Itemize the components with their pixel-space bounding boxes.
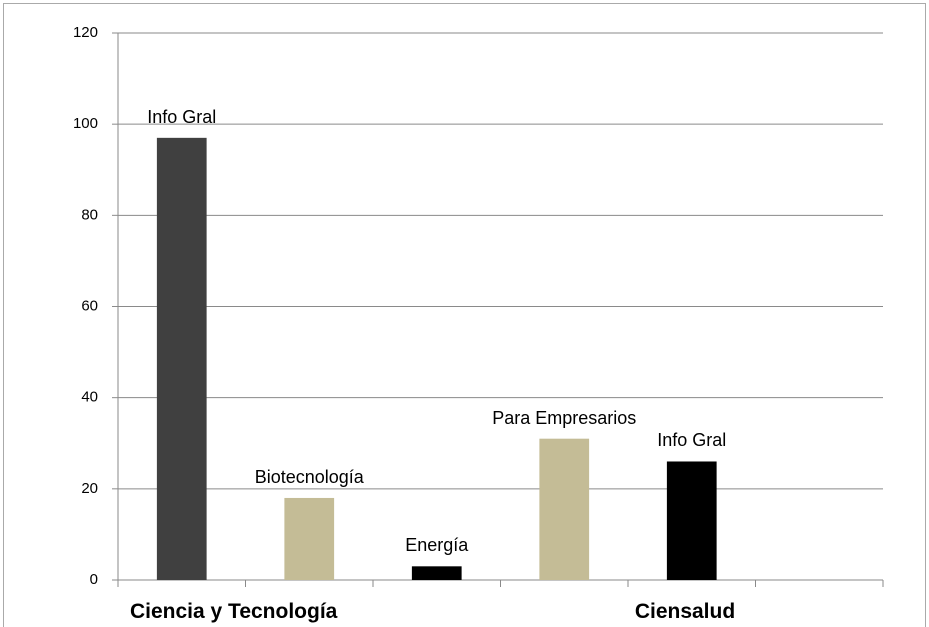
group-label: Ciencia y Tecnología bbox=[130, 600, 338, 623]
bar-label: Info Gral bbox=[147, 106, 217, 127]
bar-label: Info Gral bbox=[657, 430, 727, 451]
bar bbox=[284, 497, 335, 580]
bar bbox=[539, 438, 590, 580]
y-tick-label: 100 bbox=[73, 115, 98, 132]
bar-label: Biotecnología bbox=[254, 466, 364, 487]
y-tick-label: 60 bbox=[81, 297, 98, 314]
y-tick-label: 80 bbox=[81, 206, 98, 223]
y-tick-label: 20 bbox=[81, 480, 98, 497]
bar-label: Energía bbox=[405, 535, 469, 556]
group-label: Ciensalud bbox=[634, 600, 736, 623]
y-tick-label: 40 bbox=[81, 389, 98, 406]
bar bbox=[156, 137, 207, 580]
bar bbox=[411, 566, 462, 580]
bar bbox=[666, 461, 717, 580]
y-tick-label: 120 bbox=[73, 24, 98, 41]
chart-border bbox=[3, 3, 926, 627]
bar-label: Para Empresarios bbox=[492, 407, 637, 428]
y-tick-label: 0 bbox=[90, 571, 98, 588]
